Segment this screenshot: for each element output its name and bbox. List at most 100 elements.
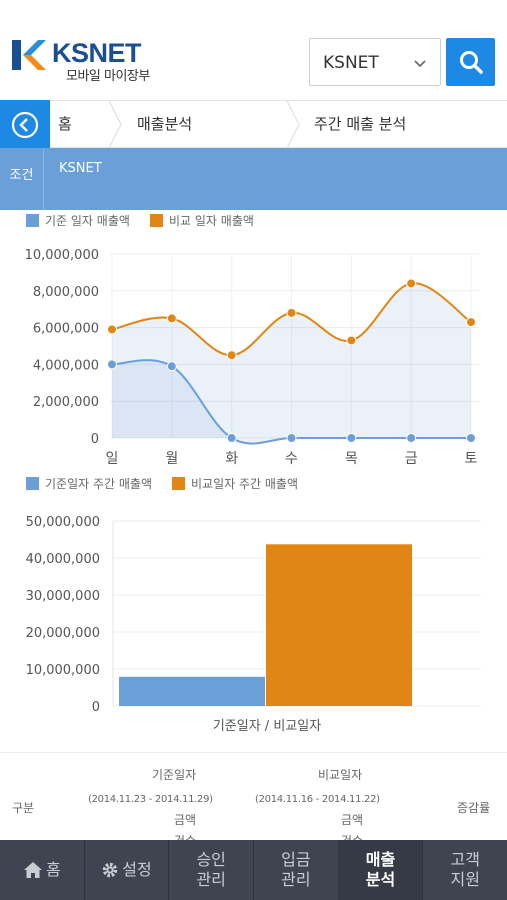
legend-label: 기준일자 주간 매출액 [45, 477, 152, 491]
nav-support-line2: 지원 [450, 870, 480, 889]
nav-sales-line1: 매출 [365, 850, 396, 869]
legend-label: 비교일자 주간 매출액 [191, 477, 298, 491]
y-tick-label: 8,000,000 [33, 285, 99, 300]
y-tick-label: 10,000,000 [25, 248, 99, 263]
back-button[interactable] [0, 100, 50, 149]
x-tick-label: 토 [465, 451, 478, 467]
logo-subtitle: 모바일 마이장부 [66, 69, 150, 84]
x-tick-label: 목 [345, 451, 358, 467]
series-base-point [466, 433, 476, 443]
nav-deposit-line1: 입금 [281, 850, 311, 869]
y-tick-label: 50,000,000 [26, 515, 100, 530]
series-compare-point [226, 350, 237, 361]
y-tick-label: 10,000,000 [26, 663, 100, 678]
comparison-table-header: 구분 기준일자 (2014.11.23 - 2014.11.29) 금액 건수 … [0, 752, 507, 840]
gear-icon [103, 862, 118, 878]
nav-approval-line1: 승인 [196, 850, 226, 869]
bottom-nav: 홈 설정 승인 관리 입금 관리 매출 분석 고객 지원 [0, 840, 507, 900]
condition-bar[interactable]: 조건 KSNET [0, 148, 507, 210]
x-tick-label: 일 [106, 451, 119, 467]
logo-text: KSNET [52, 38, 142, 68]
nav-home[interactable]: 홈 [0, 840, 85, 900]
nav-settings[interactable]: 설정 [85, 840, 170, 900]
merchant-select[interactable]: KSNET [309, 38, 441, 86]
nav-deposit[interactable]: 입금 관리 [254, 840, 339, 900]
condition-label: 조건 [0, 148, 44, 210]
x-tick-label: 금 [405, 451, 418, 467]
legend-swatch-base [26, 477, 39, 490]
bar-compare-week [266, 544, 412, 706]
y-tick-label: 30,000,000 [26, 589, 100, 604]
nav-deposit-line2: 관리 [281, 870, 311, 889]
y-tick-label: 0 [91, 432, 99, 447]
legend-compare-daily: 비교 일자 매출액 [150, 214, 254, 228]
breadcrumb: 홈 매출분석 주간 매출 분석 [0, 100, 507, 149]
series-compare-area [112, 283, 471, 438]
series-base-point [406, 433, 417, 443]
breadcrumb-item-home[interactable]: 홈 [58, 115, 72, 133]
y-tick-label: 2,000,000 [33, 395, 99, 410]
legend-label: 비교 일자 매출액 [169, 214, 254, 228]
nav-sales-line2: 분석 [365, 870, 396, 889]
legend-swatch-base [26, 214, 39, 227]
y-tick-label: 20,000,000 [26, 626, 100, 641]
series-compare-point [406, 278, 417, 289]
series-compare-point [286, 307, 297, 318]
condition-value: KSNET [59, 161, 102, 176]
back-circle-icon [11, 111, 39, 139]
nav-support[interactable]: 고객 지원 [423, 840, 507, 900]
ksnet-logo[interactable]: KSNET 모바일 마이장부 [12, 38, 162, 88]
series-base-area [112, 360, 471, 444]
x-tick-label: 화 [225, 451, 238, 467]
breadcrumb-item-sales-analysis[interactable]: 매출분석 [137, 115, 193, 133]
series-base-point [286, 433, 297, 443]
nav-sales-analysis[interactable]: 매출 분석 [338, 840, 424, 900]
y-tick-label: 40,000,000 [26, 552, 100, 567]
ksnet-logo-icon [12, 40, 46, 70]
x-tick-label: 기준일자 / 비교일자 [213, 719, 321, 734]
nav-approval-label: 승인 관리 [196, 850, 225, 890]
table-col-base-date: 기준일자 [152, 768, 197, 782]
legend-base-daily: 기준 일자 매출액 [26, 214, 130, 228]
breadcrumb-separator-icon [286, 101, 300, 148]
daily-sales-line-chart: 기준 일자 매출액 비교 일자 매출액 10,000,000 8,000,000 6… [0, 210, 507, 472]
series-compare-point [107, 324, 117, 335]
nav-approval-line2: 관리 [196, 870, 226, 889]
legend-swatch-compare [150, 214, 163, 227]
y-tick-label: 0 [92, 700, 100, 715]
table-col-change-rate: 증감률 [457, 801, 491, 815]
series-compare-point [166, 313, 177, 324]
series-compare-point [466, 317, 476, 328]
chevron-down-icon [414, 60, 426, 68]
bar-base-week [119, 676, 265, 706]
table-base-amount: 금액 [174, 813, 197, 827]
series-compare-point [346, 335, 357, 346]
merchant-select-value: KSNET [323, 53, 379, 73]
series-base-point [166, 361, 177, 372]
y-tick-label: 4,000,000 [33, 358, 99, 373]
series-base-point [107, 359, 117, 370]
legend-swatch-compare [172, 477, 185, 490]
x-tick-label: 수 [285, 451, 298, 467]
x-tick-label: 월 [165, 451, 178, 467]
nav-sales-label: 매출 분석 [366, 850, 395, 890]
home-icon [23, 862, 42, 878]
line-chart-plot: 10,000,000 8,000,000 6,000,000 4,000,000 2,0… [25, 248, 479, 467]
y-tick-label: 6,000,000 [33, 322, 99, 337]
weekly-sales-bar-chart: 기준일자 주간 매출액 비교일자 주간 매출액 50,000,000 40,000… [0, 472, 507, 752]
series-base-point [226, 433, 237, 443]
table-base-date-range: (2014.11.23 - 2014.11.29) [88, 794, 213, 805]
legend-base-weekly: 기준일자 주간 매출액 [26, 477, 152, 491]
nav-settings-label: 설정 [122, 860, 152, 879]
table-compare-amount: 금액 [341, 813, 364, 827]
table-compare-date-range: (2014.11.16 - 2014.11.22) [255, 794, 380, 805]
breadcrumb-item-weekly-sales[interactable]: 주간 매출 분석 [314, 115, 407, 133]
legend-compare-weekly: 비교일자 주간 매출액 [172, 477, 298, 491]
bar-chart-plot: 50,000,000 40,000,000 30,000,000 20,000,000… [26, 515, 481, 734]
table-base-count: 건수 [174, 833, 196, 840]
search-button[interactable] [446, 38, 495, 86]
table-col-compare-date: 비교일자 [318, 768, 363, 782]
nav-home-label: 홈 [45, 860, 61, 879]
nav-approval[interactable]: 승인 관리 [169, 840, 255, 900]
table-col-category: 구분 [12, 801, 35, 815]
